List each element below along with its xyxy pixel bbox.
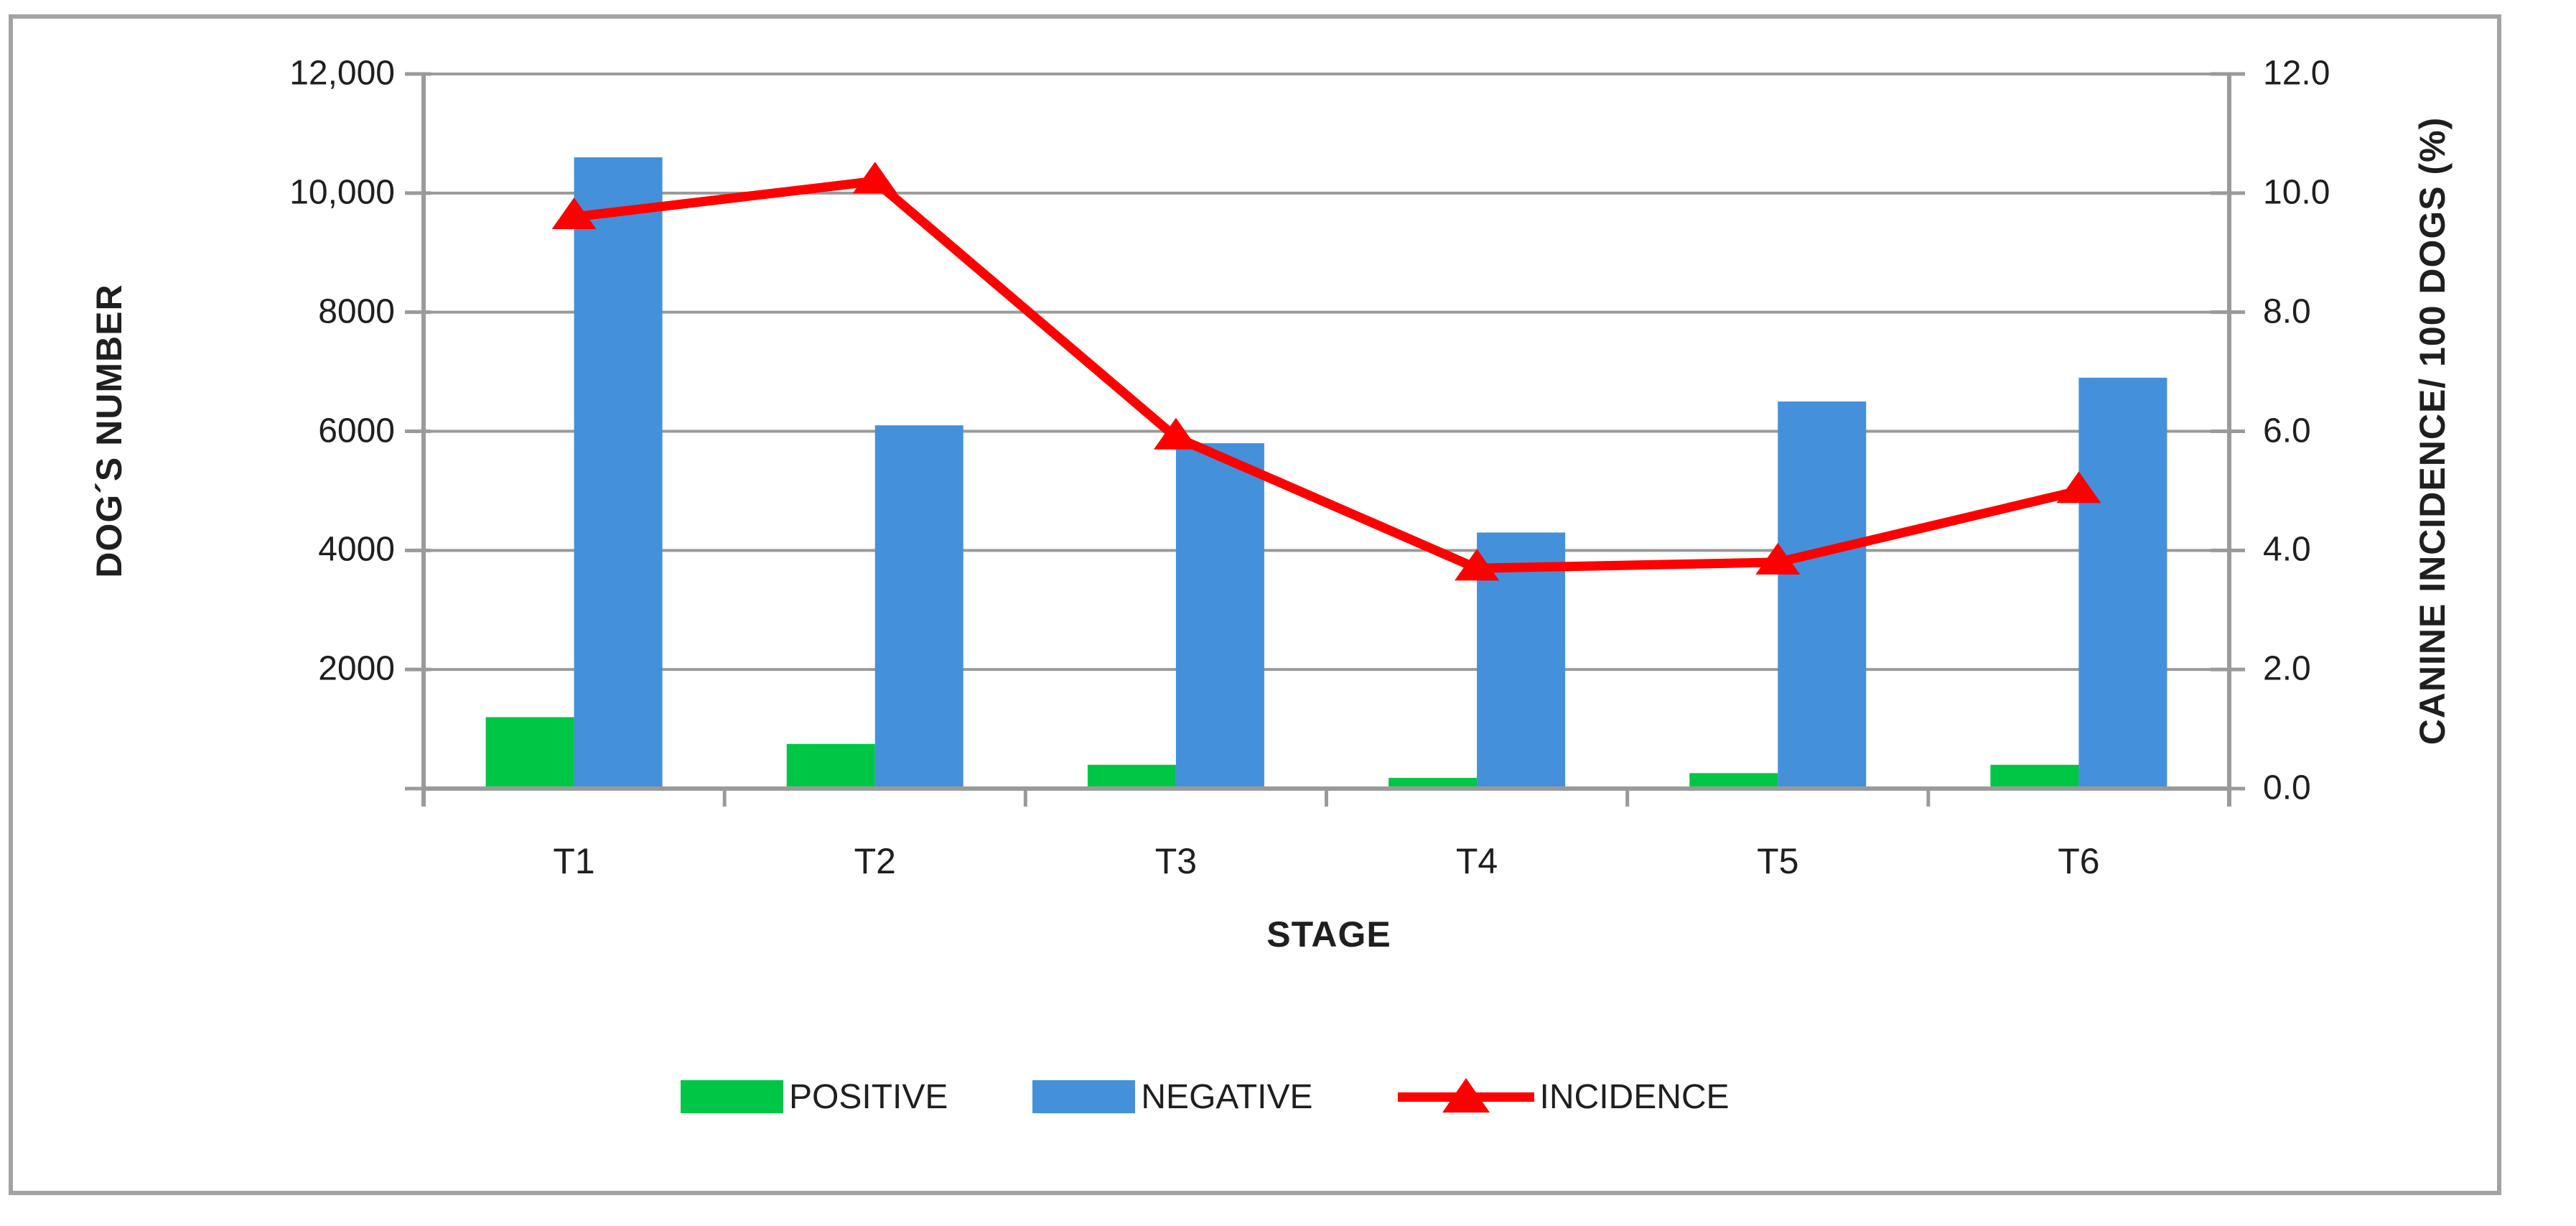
x-axis-tick-label: T4 bbox=[1455, 841, 1498, 881]
left-axis-tick-label: 2000 bbox=[318, 649, 395, 688]
left-axis-tick-label: 4000 bbox=[318, 530, 395, 569]
left-axis-tick-label: 8000 bbox=[318, 292, 395, 331]
x-axis-tick-label: T1 bbox=[553, 841, 595, 881]
right-axis-tick-label: 8.0 bbox=[2263, 292, 2311, 331]
plot-area bbox=[405, 72, 2245, 807]
negative-bar bbox=[574, 157, 663, 789]
positive-bar bbox=[1689, 773, 1778, 789]
incidence-marker bbox=[551, 198, 597, 229]
incidence-marker bbox=[1755, 542, 1801, 575]
legend-label: NEGATIVE bbox=[1141, 1077, 1313, 1116]
incidence-marker bbox=[2056, 471, 2101, 503]
left-axis-tick-label: 10,000 bbox=[289, 173, 395, 212]
negative-bar bbox=[1778, 401, 1867, 789]
legend-label: POSITIVE bbox=[789, 1077, 948, 1116]
incidence-legend-marker bbox=[1397, 1078, 1534, 1115]
left-axis-tick-label: 12,000 bbox=[289, 54, 395, 93]
right-axis-tick-label: 6.0 bbox=[2263, 411, 2311, 450]
positive-legend-swatch bbox=[681, 1080, 783, 1113]
left-axis-tick-label: 6000 bbox=[318, 411, 395, 450]
right-axis-tick-label: 10.0 bbox=[2263, 173, 2330, 212]
positive-bar bbox=[1087, 764, 1176, 789]
legend-item-negative: NEGATIVE bbox=[1032, 1077, 1313, 1117]
left-axis-title: DOG´S NUMBER bbox=[89, 284, 129, 578]
negative-legend-swatch bbox=[1032, 1080, 1136, 1113]
x-axis-tick-label: T6 bbox=[2058, 841, 2100, 881]
positive-bar bbox=[1389, 778, 1478, 789]
x-axis-title: STAGE bbox=[1266, 914, 1391, 955]
right-axis-tick-label: 12.0 bbox=[2263, 54, 2330, 93]
incidence-marker bbox=[1153, 417, 1198, 450]
x-axis-tick-label: T5 bbox=[1757, 841, 1799, 881]
positive-bar bbox=[1990, 764, 2079, 789]
right-axis-tick-label: 0.0 bbox=[2263, 768, 2311, 807]
incidence-marker bbox=[852, 162, 897, 194]
negative-bar bbox=[1175, 443, 1264, 789]
incidence-marker bbox=[1455, 549, 1500, 581]
negative-bar bbox=[2078, 377, 2167, 789]
right-axis-tick-label: 2.0 bbox=[2263, 649, 2311, 688]
legend: POSITIVE NEGATIVE INCIDENCE bbox=[681, 1073, 1730, 1120]
right-axis-tick-label: 4.0 bbox=[2263, 530, 2311, 569]
legend-item-incidence: INCIDENCE bbox=[1397, 1077, 1730, 1117]
legend-triangle-marker bbox=[1442, 1078, 1490, 1113]
negative-bar bbox=[874, 425, 963, 789]
figure-border bbox=[9, 14, 2501, 1195]
x-axis-tick-label: T2 bbox=[854, 841, 896, 881]
positive-bar bbox=[786, 743, 875, 789]
x-axis-tick-label: T3 bbox=[1154, 841, 1198, 881]
positive-bar bbox=[485, 717, 574, 789]
incidence-line bbox=[569, 176, 2083, 573]
legend-item-positive: POSITIVE bbox=[681, 1077, 948, 1117]
legend-label: INCIDENCE bbox=[1539, 1077, 1730, 1116]
